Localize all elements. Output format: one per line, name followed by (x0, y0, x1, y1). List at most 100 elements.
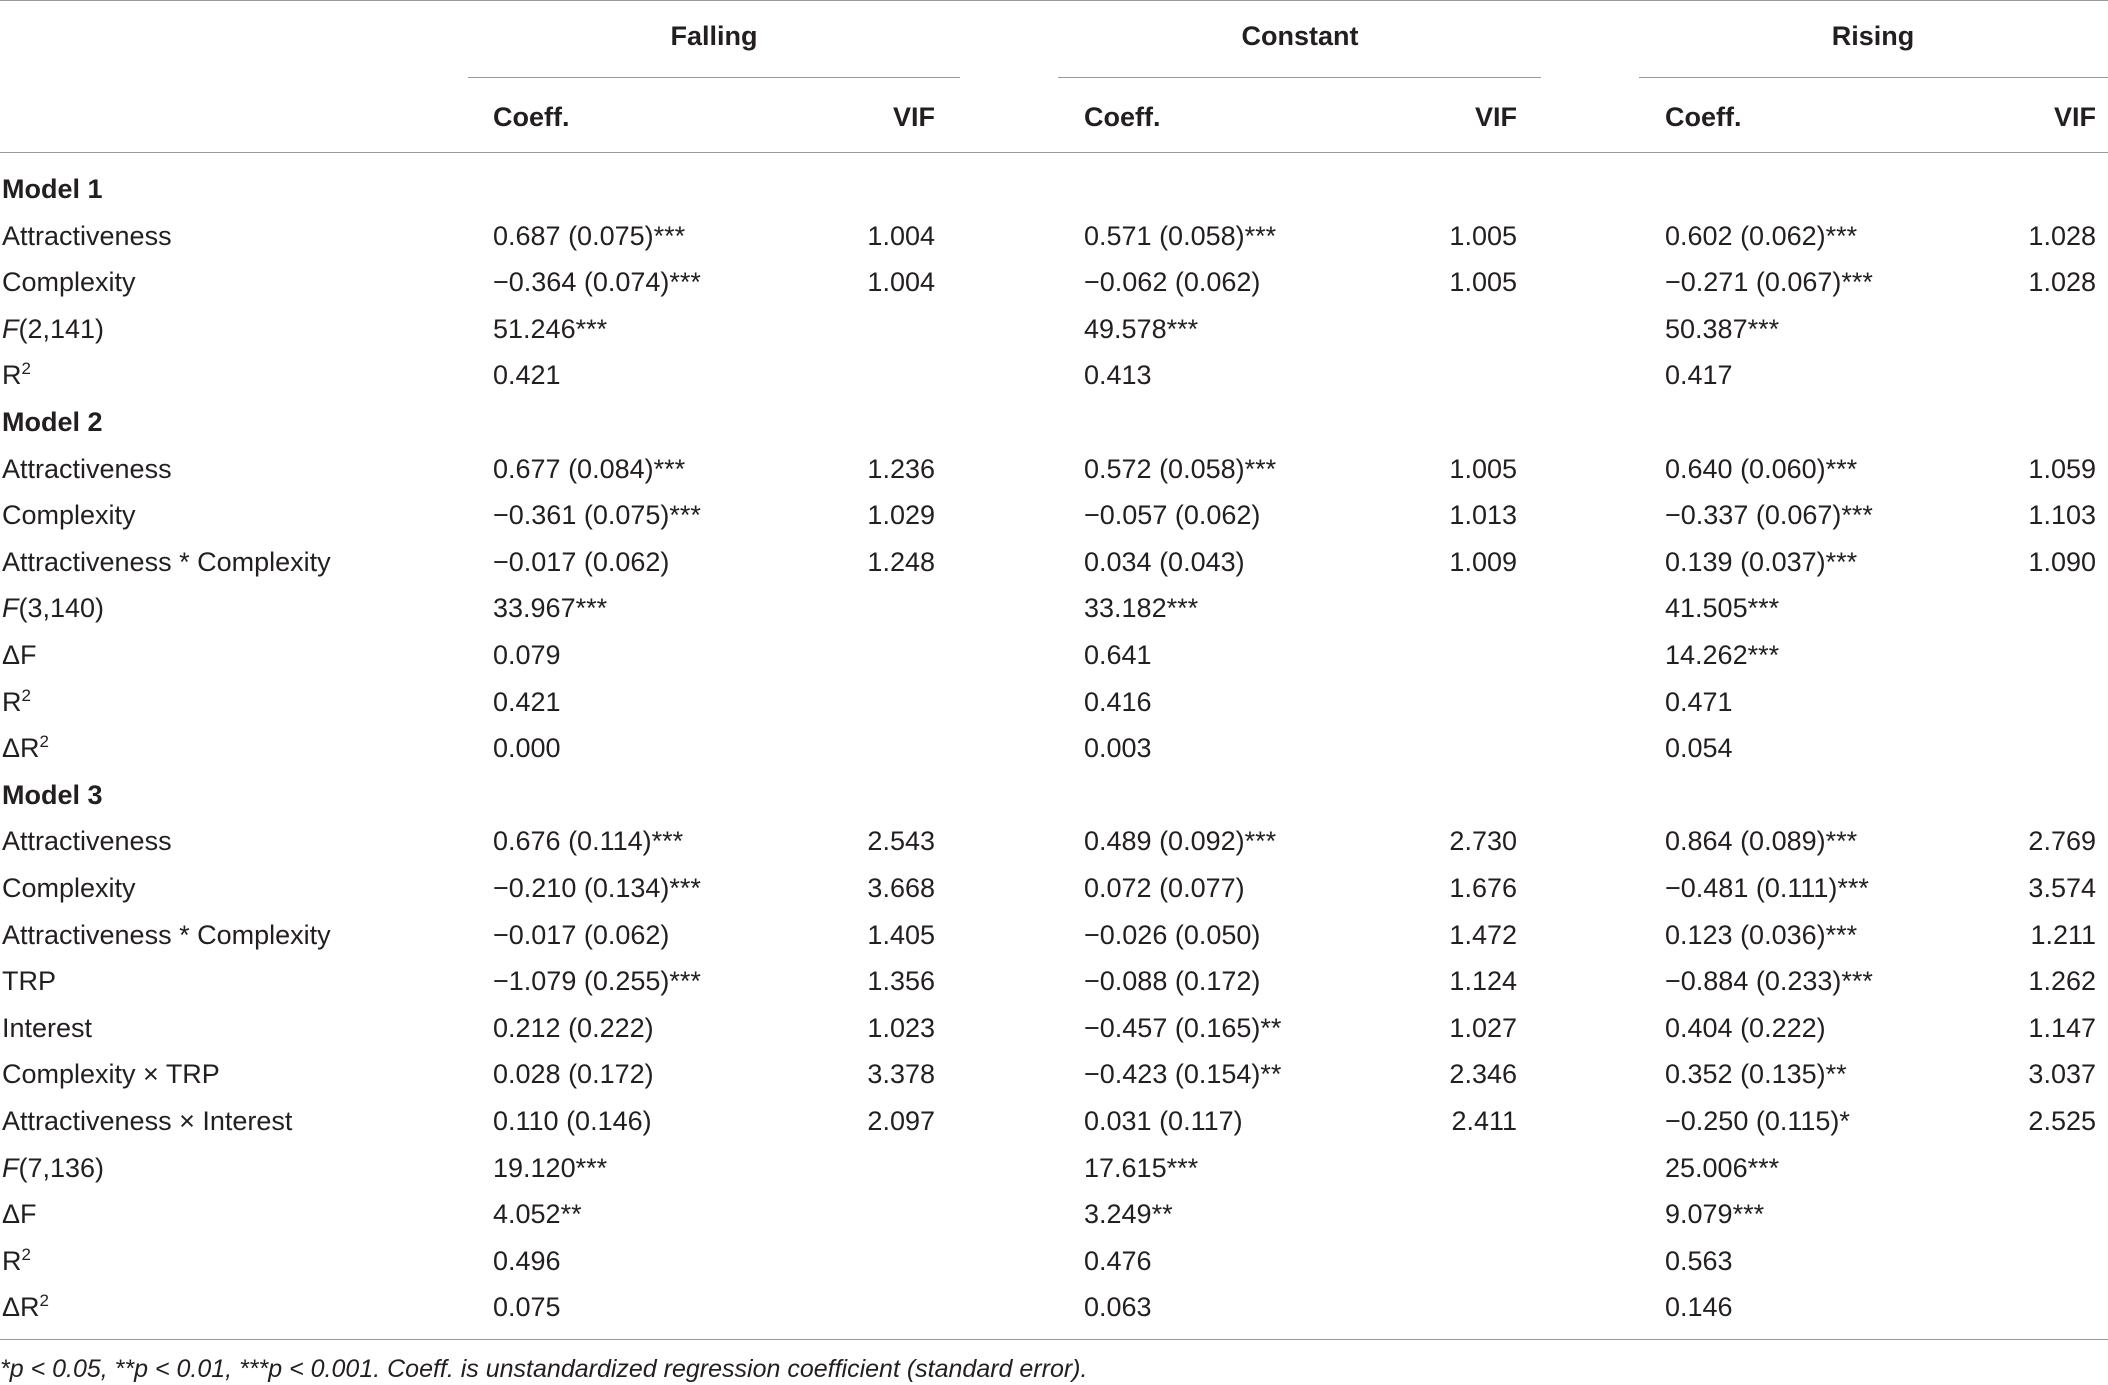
vif-cell: 3.574 (2028, 873, 2096, 903)
vif-cell: 1.090 (2028, 547, 2096, 577)
coeff-cell: −0.017 (0.062) (493, 920, 670, 950)
row-label: Attractiveness (2, 454, 172, 484)
coeff-cell: 0.864 (0.089)*** (1665, 826, 1858, 856)
group-rule-0 (468, 77, 960, 78)
row-label: Attractiveness × Interest (2, 1106, 293, 1136)
coeff-cell: −0.361 (0.075)*** (493, 500, 701, 530)
row-label: Interest (2, 1013, 93, 1043)
vif-cell: 1.147 (2028, 1013, 2096, 1043)
group-header-constant: Constant (1241, 21, 1359, 51)
row-label: Complexity (2, 873, 136, 903)
vif-cell: 1.005 (1449, 267, 1517, 297)
vif-cell: 1.676 (1449, 873, 1517, 903)
row-label: R2 (2, 685, 31, 719)
group-header-falling: Falling (670, 21, 758, 51)
vif-cell: 1.405 (867, 920, 935, 950)
row-label: R2 (2, 1244, 31, 1278)
row-label-italic: F (2, 314, 19, 344)
coeff-cell: 4.052** (493, 1199, 582, 1229)
row-label: Complexity (2, 267, 136, 297)
vif-cell: 1.356 (867, 966, 935, 996)
coeff-header: Coeff. (1665, 102, 1742, 132)
coeff-cell: −0.057 (0.062) (1084, 500, 1261, 530)
coeff-cell: 17.615*** (1084, 1153, 1199, 1183)
vif-cell: 1.029 (867, 500, 935, 530)
row-label-superscript: 2 (21, 359, 31, 378)
row-label-base: R (2, 1246, 22, 1276)
coeff-cell: −0.337 (0.067)*** (1665, 500, 1873, 530)
row-label-base: R (2, 360, 22, 390)
vif-cell: 1.472 (1449, 920, 1517, 950)
row-label-superscript: 2 (39, 732, 50, 751)
coeff-cell: 0.003 (1084, 733, 1152, 763)
coeff-cell: 19.120*** (493, 1153, 608, 1183)
coeff-cell: 14.262*** (1665, 640, 1780, 670)
coeff-cell: 0.676 (0.114)*** (493, 826, 684, 856)
vif-cell: 2.543 (867, 826, 935, 856)
row-label: TRP (2, 966, 56, 996)
coeff-cell: 0.602 (0.062)*** (1665, 221, 1858, 251)
row-label-superscript: 2 (21, 686, 31, 705)
row-label-rest: (2,141) (18, 314, 105, 344)
coeff-cell: −0.210 (0.134)*** (493, 873, 701, 903)
coeff-cell: 0.496 (493, 1246, 561, 1276)
row-label: ΔR2 (2, 1290, 49, 1324)
coeff-cell: 9.079*** (1665, 1199, 1765, 1229)
coeff-cell: 0.640 (0.060)*** (1665, 454, 1858, 484)
coeff-cell: 0.571 (0.058)*** (1084, 221, 1277, 251)
vif-cell: 2.411 (1451, 1106, 1517, 1136)
row-label: ΔF (2, 640, 37, 670)
vif-cell: 1.028 (2028, 221, 2096, 251)
coeff-cell: −0.088 (0.172) (1084, 966, 1261, 996)
coeff-cell: −0.250 (0.115)* (1665, 1106, 1850, 1136)
coeff-cell: 0.028 (0.172) (493, 1059, 654, 1089)
vif-header: VIF (1474, 102, 1517, 132)
coeff-cell: 0.404 (0.222) (1665, 1013, 1826, 1043)
row-label-italic: F (2, 593, 19, 623)
coeff-cell: 51.246*** (493, 314, 608, 344)
coeff-cell: 0.031 (0.117) (1084, 1106, 1243, 1136)
section-heading: Model 3 (2, 780, 103, 810)
row-label-rest: (3,140) (18, 593, 105, 623)
coeff-cell: 0.072 (0.077) (1084, 873, 1245, 903)
group-rule-2 (1639, 77, 2108, 78)
row-label-superscript: 2 (21, 1245, 31, 1264)
vif-cell: 2.730 (1449, 826, 1517, 856)
coeff-header: Coeff. (1084, 102, 1161, 132)
vif-cell: 1.027 (1449, 1013, 1517, 1043)
coeff-cell: −0.026 (0.050) (1084, 920, 1261, 950)
row-label: F(7,136) (2, 1151, 104, 1185)
row-label-base: ΔR (2, 1292, 40, 1322)
vif-cell: 1.124 (1449, 966, 1517, 996)
section-heading: Model 2 (2, 407, 103, 437)
coeff-cell: 0.677 (0.084)*** (493, 454, 686, 484)
coeff-cell: 0.079 (493, 640, 561, 670)
coeff-cell: 3.249** (1084, 1199, 1173, 1229)
coeff-header: Coeff. (493, 102, 570, 132)
coeff-cell: 0.413 (1084, 360, 1152, 390)
coeff-cell: −0.457 (0.165)** (1084, 1013, 1282, 1043)
vif-header: VIF (892, 102, 935, 132)
row-label: Complexity × TRP (2, 1059, 220, 1089)
coeff-cell: 0.146 (1665, 1292, 1733, 1322)
row-label: ΔF (2, 1199, 37, 1229)
vif-cell: 1.005 (1449, 221, 1517, 251)
table-footnote: *p < 0.05, **p < 0.01, ***p < 0.001. Coe… (0, 1355, 1088, 1383)
vif-cell: 2.346 (1449, 1059, 1517, 1089)
header-rule (0, 152, 2108, 153)
vif-cell: 1.103 (2028, 500, 2096, 530)
coeff-cell: −0.481 (0.111)*** (1665, 873, 1869, 903)
coeff-cell: 49.578*** (1084, 314, 1199, 344)
row-label: F(3,140) (2, 591, 104, 625)
vif-cell: 1.211 (2030, 920, 2096, 950)
vif-cell: 1.013 (1449, 500, 1517, 530)
coeff-cell: 50.387*** (1665, 314, 1780, 344)
vif-cell: 3.378 (867, 1059, 935, 1089)
row-label: Attractiveness * Complexity (2, 920, 331, 950)
coeff-cell: 0.063 (1084, 1292, 1152, 1322)
coeff-cell: −0.271 (0.067)*** (1665, 267, 1873, 297)
coeff-cell: 0.417 (1665, 360, 1733, 390)
vif-cell: 1.236 (867, 454, 935, 484)
coeff-cell: −0.062 (0.062) (1084, 267, 1261, 297)
